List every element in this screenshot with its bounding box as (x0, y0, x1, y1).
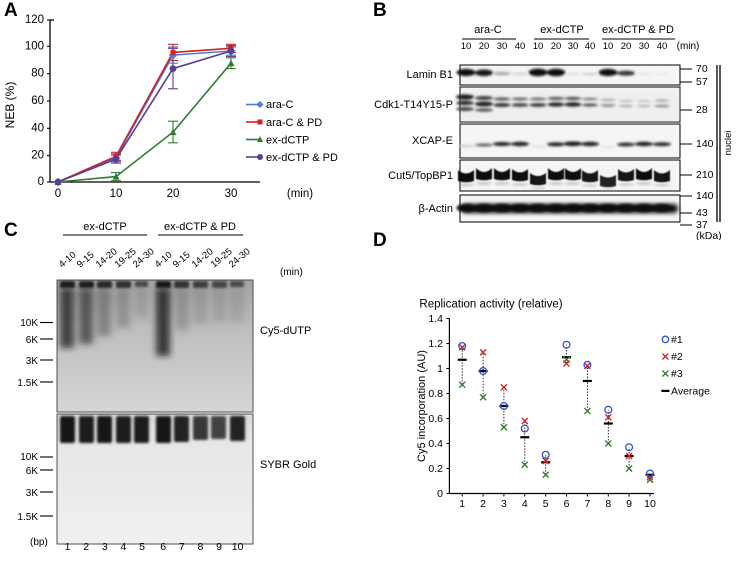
svg-text:4: 4 (522, 498, 528, 510)
svg-text:#2: #2 (671, 351, 683, 363)
svg-text:1.4: 1.4 (428, 313, 443, 325)
svg-text:ex-dCTP & PD: ex-dCTP & PD (164, 221, 236, 233)
svg-text:4: 4 (120, 541, 126, 553)
svg-text:7: 7 (179, 541, 185, 553)
svg-text:Replication activity (relative: Replication activity (relative) (419, 299, 562, 311)
svg-text:20: 20 (31, 150, 44, 162)
svg-text:ex-dCTP: ex-dCTP (266, 135, 309, 147)
svg-text:Cy5 incorporation (AU): Cy5 incorporation (AU) (416, 350, 428, 462)
svg-text:120: 120 (25, 14, 44, 26)
svg-text:1: 1 (65, 541, 71, 553)
svg-text:100: 100 (25, 40, 44, 52)
svg-text:0.4: 0.4 (428, 438, 443, 450)
svg-text:4-10: 4-10 (57, 250, 79, 271)
svg-text:8: 8 (197, 541, 203, 553)
svg-text:SYBR Gold: SYBR Gold (260, 459, 316, 471)
svg-text:3K: 3K (26, 488, 39, 499)
svg-text:2: 2 (83, 541, 89, 553)
svg-text:ara-C & PD: ara-C & PD (266, 117, 322, 129)
svg-text:0.6: 0.6 (428, 413, 443, 425)
svg-text:2: 2 (480, 498, 486, 510)
svg-text:6: 6 (564, 498, 570, 510)
svg-text:10: 10 (110, 188, 123, 200)
svg-text:3: 3 (501, 498, 507, 510)
svg-text:1.2: 1.2 (428, 338, 443, 350)
svg-text:Cy5-dUTP: Cy5-dUTP (260, 325, 311, 337)
svg-text:10: 10 (232, 541, 244, 553)
svg-text:1.5K: 1.5K (17, 378, 38, 389)
svg-text:24-30: 24-30 (131, 246, 157, 270)
svg-text:9: 9 (626, 498, 632, 510)
svg-text:1: 1 (437, 363, 443, 375)
svg-text:20: 20 (167, 188, 180, 200)
svg-text:(min): (min) (287, 188, 313, 200)
svg-text:#3: #3 (671, 368, 683, 380)
svg-text:0: 0 (437, 488, 443, 500)
svg-text:30: 30 (225, 188, 238, 200)
svg-text:9-15: 9-15 (75, 250, 97, 271)
svg-text:Average: Average (671, 385, 710, 397)
svg-text:6K: 6K (26, 466, 39, 477)
svg-text:6: 6 (160, 541, 166, 553)
svg-text:NEB (%): NEB (%) (3, 82, 17, 129)
svg-text:#1: #1 (671, 334, 683, 346)
svg-text:40: 40 (31, 122, 44, 134)
svg-text:(bp): (bp) (30, 537, 48, 548)
svg-text:0.8: 0.8 (428, 388, 443, 400)
svg-text:10K: 10K (20, 452, 38, 463)
svg-text:5: 5 (139, 541, 145, 553)
svg-text:24-30: 24-30 (227, 246, 253, 270)
svg-text:1: 1 (459, 498, 465, 510)
svg-text:60: 60 (31, 95, 44, 107)
svg-text:0.2: 0.2 (428, 463, 443, 475)
svg-text:8: 8 (605, 498, 611, 510)
svg-text:(min): (min) (280, 267, 303, 278)
svg-text:5: 5 (543, 498, 549, 510)
svg-text:ex-dCTP & PD: ex-dCTP & PD (266, 152, 338, 164)
svg-text:10: 10 (644, 498, 656, 510)
svg-text:0: 0 (38, 176, 44, 188)
svg-text:6K: 6K (26, 335, 39, 346)
svg-text:9: 9 (216, 541, 222, 553)
svg-text:1.5K: 1.5K (17, 512, 38, 523)
svg-text:80: 80 (31, 68, 44, 80)
svg-text:ex-dCTP: ex-dCTP (83, 221, 126, 233)
svg-text:10K: 10K (20, 318, 38, 329)
svg-text:3: 3 (102, 541, 108, 553)
svg-text:4-10: 4-10 (153, 250, 175, 271)
svg-text:3K: 3K (26, 356, 39, 367)
svg-text:0: 0 (55, 188, 61, 200)
svg-text:7: 7 (584, 498, 590, 510)
svg-text:ara-C: ara-C (266, 99, 294, 111)
svg-text:9-15: 9-15 (171, 250, 193, 271)
